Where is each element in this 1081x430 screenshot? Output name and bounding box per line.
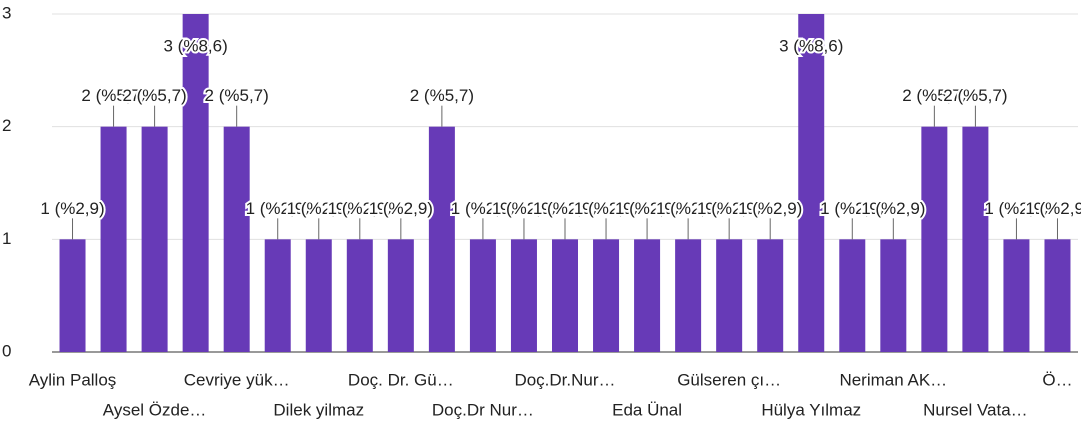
- value-label: 3 (%8,6): [779, 36, 843, 55]
- value-label: 2 (%5,7): [902, 86, 966, 105]
- x-tick-label: Aysel Özde…: [103, 400, 207, 419]
- value-label: 1 (%2,9): [328, 199, 392, 218]
- bar: [921, 126, 948, 353]
- value-label: 1 (%2,9): [615, 199, 679, 218]
- value-label: 1 (%2,9): [246, 199, 310, 218]
- x-tick-label: Doç. Dr. Gü…: [348, 370, 454, 389]
- value-label: 2 (%5,7): [122, 86, 186, 105]
- x-tick-label: Nursel Vata…: [923, 400, 1028, 419]
- bar: [593, 239, 620, 352]
- x-tick-label: Hülya Yılmaz: [761, 400, 861, 419]
- bar: [1003, 239, 1030, 352]
- bar: [1044, 239, 1071, 352]
- value-label: 2 (%5,7): [410, 86, 474, 105]
- value-label: 1 (%2,9): [1025, 199, 1081, 218]
- bar: [839, 239, 866, 352]
- value-label: 1 (%2,9): [861, 199, 925, 218]
- value-label: 1 (%2,9): [492, 199, 556, 218]
- bar: [675, 239, 702, 352]
- x-tick-label: Ö…: [1042, 370, 1072, 389]
- bar: [552, 239, 578, 352]
- value-label: 1 (%2,9): [369, 199, 433, 218]
- bar: [141, 126, 168, 353]
- value-label: 2 (%5,7): [81, 86, 145, 105]
- bar: [223, 126, 250, 353]
- value-label: 1 (%2,9): [656, 199, 720, 218]
- y-tick-label: 1: [2, 229, 11, 248]
- value-label: 3 (%8,6): [164, 36, 228, 55]
- value-label: 1 (%2,9): [40, 199, 104, 218]
- x-tick-label: Gülseren çı…: [677, 370, 781, 389]
- x-tick-label: Doç.Dr.Nur…: [514, 370, 615, 389]
- value-label: 1 (%2,9): [820, 199, 884, 218]
- y-tick-label: 3: [2, 3, 11, 22]
- bar: [59, 239, 86, 352]
- bar: [798, 14, 825, 352]
- x-tick-label: Cevriye yük…: [184, 370, 290, 389]
- bar: [510, 239, 537, 352]
- value-label: 2 (%5,7): [205, 86, 269, 105]
- value-label: 1 (%2,9): [287, 199, 351, 218]
- x-tick-label: Doç.Dr Nur…: [432, 400, 534, 419]
- x-tick-label: Neriman AK…: [839, 370, 947, 389]
- bar: [428, 126, 455, 353]
- value-label: 2 (%5,7): [943, 86, 1007, 105]
- x-tick-label: Eda Ünal: [612, 400, 682, 419]
- x-tick-label: Dilek yilmaz: [273, 400, 364, 419]
- bar: [757, 239, 784, 352]
- y-tick-label: 2: [2, 116, 11, 135]
- bar: [387, 239, 414, 352]
- bar: [880, 239, 907, 352]
- x-tick-label: Aylin Palloş: [29, 370, 117, 389]
- value-label: 1 (%2,9): [574, 199, 638, 218]
- bar: [962, 126, 989, 353]
- value-label: 1 (%2,9): [533, 199, 597, 218]
- value-label: 1 (%2,9): [984, 199, 1048, 218]
- bar: [716, 239, 743, 352]
- bar: [346, 239, 373, 352]
- bar: [100, 126, 127, 353]
- bar: [634, 239, 661, 352]
- value-label: 1 (%2,9): [738, 199, 802, 218]
- bar: [182, 14, 209, 352]
- bar: [305, 239, 332, 352]
- bar: [264, 239, 291, 352]
- value-label: 1 (%2,9): [451, 199, 515, 218]
- bar: [469, 239, 496, 352]
- value-label: 1 (%2,9): [697, 199, 761, 218]
- y-tick-label: 0: [2, 341, 11, 360]
